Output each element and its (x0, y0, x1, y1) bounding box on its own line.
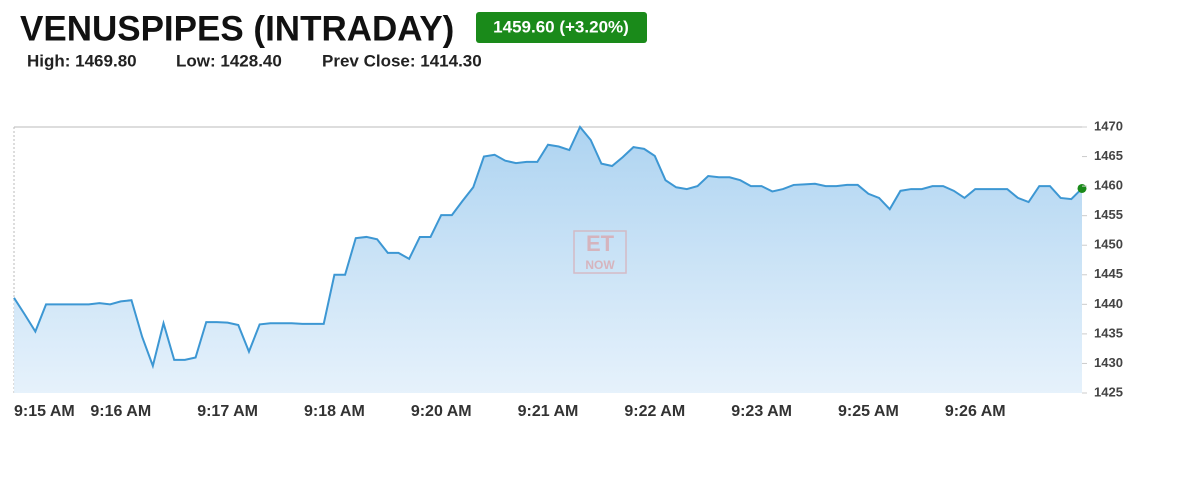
low: Low: 1428.40 (176, 51, 282, 70)
x-tick-label: 9:18 AM (304, 403, 365, 420)
price-badge-text: 1459.60 (+3.20%) (493, 17, 629, 36)
y-tick-label: 1440 (1094, 296, 1123, 311)
y-tick-label: 1430 (1094, 355, 1123, 370)
x-tick-label: 9:21 AM (518, 403, 579, 420)
y-tick-label: 1470 (1094, 118, 1123, 133)
prev-close: Prev Close: 1414.30 (322, 51, 482, 70)
y-tick-label: 1465 (1094, 148, 1123, 163)
x-tick-label: 9:15 AM (14, 403, 75, 420)
price-badge (476, 12, 647, 43)
watermark-top: ET (586, 231, 615, 256)
watermark-bottom: NOW (585, 258, 615, 272)
y-tick-label: 1450 (1094, 237, 1123, 252)
line (13, 125, 1083, 370)
watermark-box (573, 230, 627, 274)
x-tick-label: 9:25 AM (838, 403, 899, 420)
x-tick-label: 9:20 AM (411, 403, 472, 420)
x-tick-label: 9:26 AM (945, 403, 1006, 420)
y-tick-label: 1435 (1094, 325, 1123, 340)
y-tick-label: 1455 (1094, 207, 1123, 222)
high: High: 1469.80 (27, 51, 137, 70)
x-tick-label: 9:23 AM (731, 403, 792, 420)
area (14, 127, 1082, 393)
last-point (1077, 183, 1087, 193)
x-tick-label: 9:16 AM (90, 403, 151, 420)
x-tick-label: 9:22 AM (624, 403, 685, 420)
y-tick-label: 1445 (1094, 266, 1123, 281)
y-tick-label: 1460 (1094, 178, 1123, 193)
x-tick-label: 9:17 AM (197, 403, 258, 420)
chart-title: VENUSPIPES (INTRADAY) (20, 9, 454, 48)
y-tick-label: 1425 (1094, 384, 1123, 399)
